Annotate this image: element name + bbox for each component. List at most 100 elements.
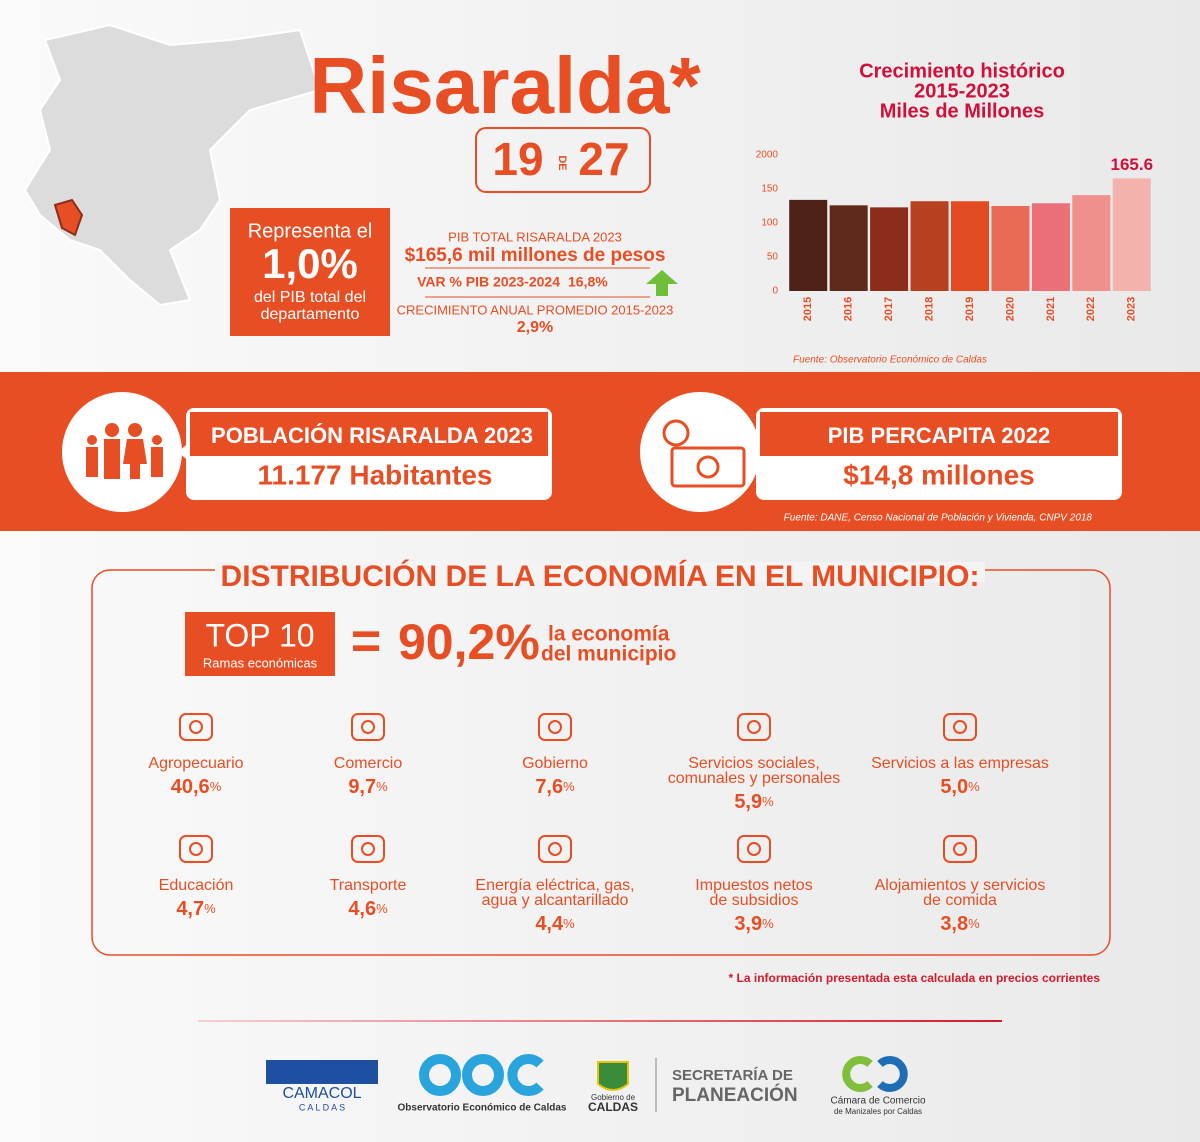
var-value: 16,8% [568,274,608,290]
title: Risaralda* [309,41,701,130]
oec-logo [419,1054,544,1096]
sector-name: agua y alcantarillado [482,892,629,909]
sector-name: comunales y personales [668,770,841,787]
sector-name: Gobierno [522,755,588,772]
sector-icon [179,835,213,863]
sector-value-unit: % [968,916,980,931]
icon-shape [351,713,385,741]
sector-value-unit: % [563,916,575,931]
sector-icon [943,835,977,863]
sector-value: 4,6% [348,898,388,920]
bar [1112,178,1151,291]
sector-value-number: 3,9 [734,913,762,935]
x-tick-label: 2022 [1085,297,1097,321]
icon-shape [747,842,761,856]
sector-value-unit: % [376,901,388,916]
banner-source: Fuente: DANE, Censo Nacional de Població… [784,513,1093,524]
sector-icon [538,713,572,741]
sector-value: 4,7% [176,898,216,920]
sector-value: 5,9% [734,791,774,813]
top-label: TOP 10 [205,617,314,653]
y-tick-label: 2000 [756,150,779,161]
icon-shape [179,835,213,863]
map [23,23,322,307]
x-tick-label: 2023 [1126,297,1138,321]
rank: 19 [492,133,543,185]
summary-text: Representa el [248,220,373,242]
icon-shape [538,835,572,863]
y-tick-label: 0 [772,286,778,297]
bar [789,199,828,291]
chart-title: Miles de Millones [880,100,1044,122]
x-tick-label: 2015 [802,297,814,321]
bar [829,205,868,291]
oec: Observatorio Económico de Caldas [398,1103,567,1114]
sector-name: Transporte [330,877,407,894]
sector-icon [538,835,572,863]
icon-shape [351,835,385,863]
sector-value-number: 5,0 [940,776,968,798]
sec-sub: PLANEACIÓN [672,1084,798,1106]
summary-text: del PIB total del [254,289,366,306]
sector-name: Servicios a las empresas [871,755,1049,772]
icon-shape [737,835,771,863]
bar [870,207,909,291]
icon-shape [548,720,562,734]
camara-logo [842,1056,908,1092]
sector-value-unit: % [762,916,774,931]
sector-value-number: 4,6 [348,898,376,920]
gob-logo [597,1061,629,1091]
icon-circle [62,392,182,512]
camacol-logo [266,1060,378,1084]
gob: Gobierno de [591,1093,636,1102]
icon-shape [189,842,203,856]
chart-title: 2015-2023 [914,80,1010,102]
camara: Cámara de Comercio [830,1096,925,1107]
sector-name: Impuestos netos [695,877,812,894]
sector-name: Comercio [334,755,403,772]
icon-shape [737,713,771,741]
y-tick-label: 50 [767,252,779,263]
camara-sub: de Manizales por Caldas [834,1107,922,1116]
sector-value-unit: % [762,794,774,809]
separator [198,1020,1002,1022]
var-label: VAR % PIB 2023-2024 [417,274,560,290]
sec: SECRETARÍA DE [672,1067,793,1084]
stat-card-head [760,412,1118,456]
sector-value: 3,9% [734,913,774,935]
sector-value-number: 9,7 [348,776,376,798]
share-text: del municipio [541,643,676,666]
summary-text: departamento [261,306,360,323]
sector-name: Servicios sociales, [688,755,820,772]
growth-value: 2,9% [517,319,553,336]
icon-shape [943,835,977,863]
rank-box [475,127,651,193]
icon-shape [953,720,967,734]
camacol: CAMACOL [282,1085,361,1102]
sector-value: 9,7% [348,776,388,798]
sector-value-number: 4,7 [176,898,204,920]
y-tick-label: 150 [761,184,778,195]
population-title: POBLACIÓN RISARALDA 2023 [211,423,533,448]
value-label: 165.6 [1111,155,1154,174]
sector-value-number: 4,4 [535,913,564,935]
summary-box [230,208,390,336]
sector-value: 40,6% [171,776,222,798]
sector-value-unit: % [376,779,388,794]
top-sub: Ramas económicas [203,655,318,670]
stat-card-head [190,412,548,456]
icon-shape [361,720,375,734]
sector-icon [179,713,213,741]
share: 90,2% [398,614,540,670]
icon-shape [361,842,375,856]
sector-name: Educación [159,877,234,894]
x-tick-label: 2016 [843,297,855,321]
gob-sub: CALDAS [588,1100,638,1114]
total: 27 [578,133,629,185]
sector-name: Agropecuario [148,755,243,772]
sector-value-number: 5,9 [734,791,762,813]
icon-shape [189,720,203,734]
camacol-sub: C A L D A S [299,1102,345,1112]
